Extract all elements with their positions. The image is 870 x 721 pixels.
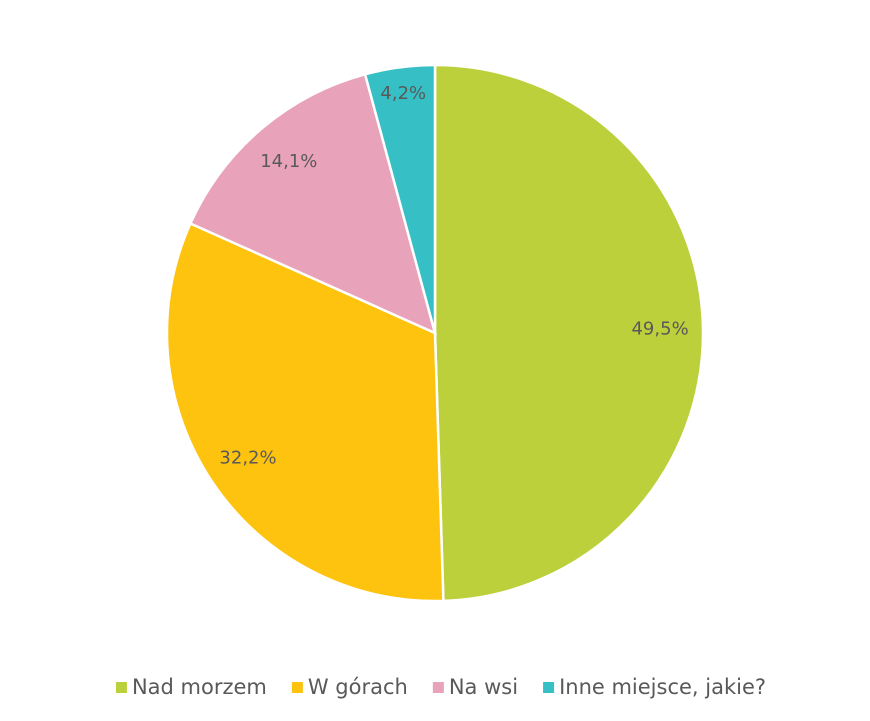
legend-label: Inne miejsce, jakie? (559, 675, 766, 699)
pie-slice (188, 72, 437, 336)
data-label: 32,2% (219, 447, 276, 468)
legend-swatch (432, 682, 444, 693)
legend-label: Nad morzem (132, 675, 267, 699)
pie-slice (165, 221, 445, 603)
legend-swatch (291, 682, 303, 693)
legend-swatch (115, 682, 127, 693)
legend-swatch (543, 682, 555, 693)
pie-slice (363, 63, 437, 334)
data-label: 4,2% (380, 83, 426, 104)
pie-slice (433, 63, 705, 603)
legend-label: W górach (308, 675, 408, 699)
data-label: 14,1% (260, 151, 317, 172)
data-label: 49,5% (631, 318, 688, 339)
legend-label: Na wsi (449, 675, 518, 699)
